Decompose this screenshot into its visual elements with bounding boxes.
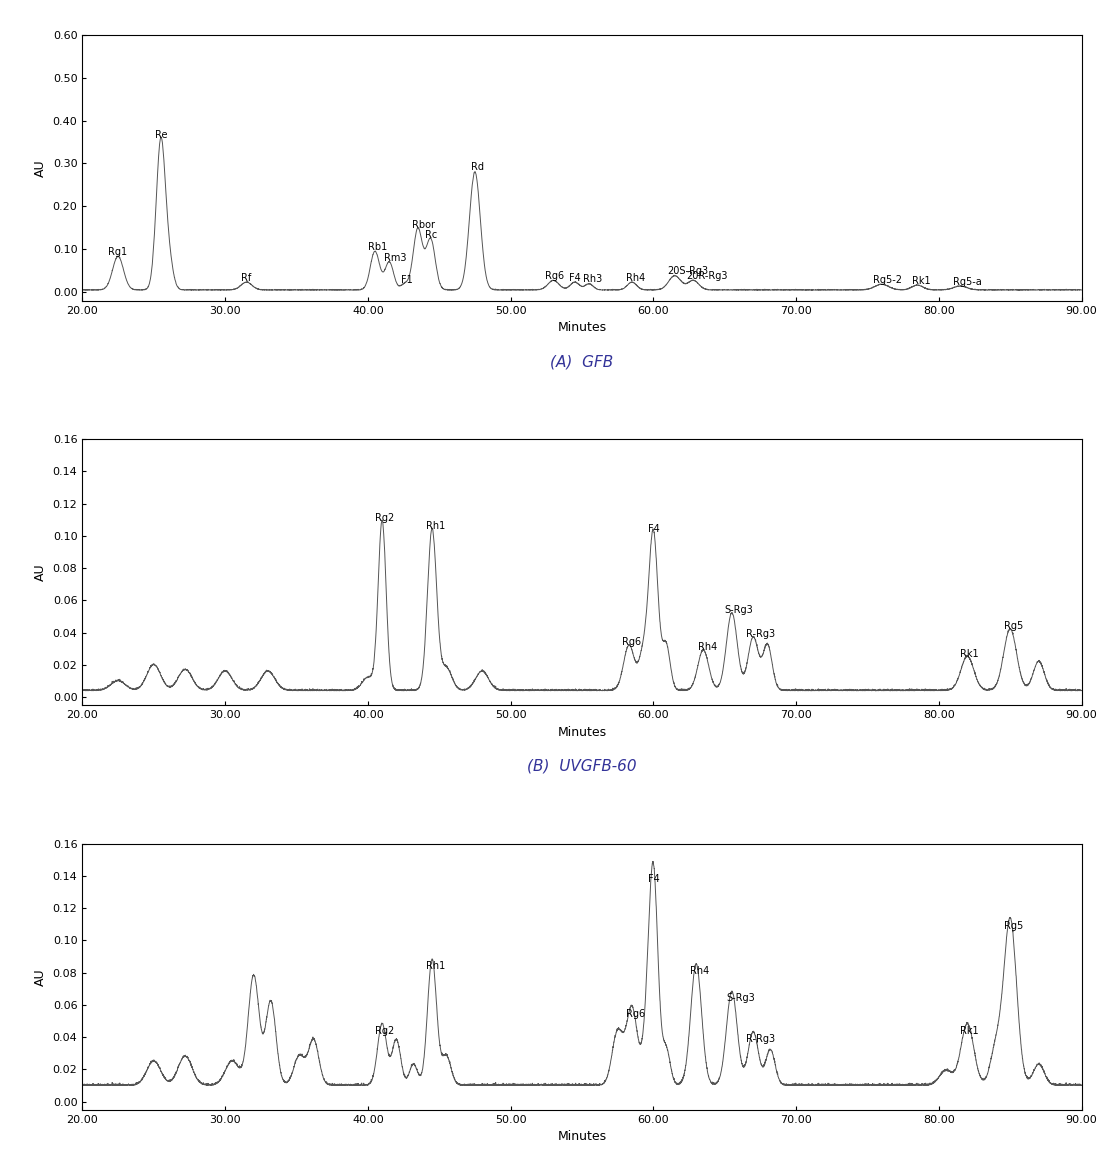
Text: Rm3: Rm3: [383, 253, 406, 262]
Text: Rg6: Rg6: [545, 271, 564, 281]
Y-axis label: AU: AU: [34, 158, 47, 177]
Text: Rh4: Rh4: [626, 273, 646, 283]
Text: Rb1: Rb1: [368, 242, 388, 252]
Text: Re: Re: [155, 129, 168, 140]
Text: F4: F4: [648, 525, 660, 534]
Text: Rh4: Rh4: [697, 642, 717, 652]
Text: Rg5-a: Rg5-a: [953, 276, 982, 287]
Text: Rg6: Rg6: [626, 1009, 646, 1020]
Text: F4: F4: [569, 273, 581, 283]
Text: (B)  UVGFB-60: (B) UVGFB-60: [527, 758, 637, 773]
X-axis label: Minutes: Minutes: [558, 1131, 606, 1143]
Text: (A)  GFB: (A) GFB: [550, 354, 614, 369]
Text: Rh3: Rh3: [583, 274, 603, 284]
Text: R-Rg3: R-Rg3: [746, 1033, 775, 1044]
Text: Rh1: Rh1: [426, 521, 446, 531]
Text: Rh4: Rh4: [691, 966, 709, 976]
Y-axis label: AU: AU: [34, 968, 47, 986]
Text: Rk1: Rk1: [911, 276, 930, 286]
Y-axis label: AU: AU: [34, 563, 47, 581]
Text: Rg5: Rg5: [1005, 920, 1023, 931]
Text: S-Rg3: S-Rg3: [726, 993, 754, 1003]
Text: Rk1: Rk1: [960, 1025, 978, 1036]
Text: Rg6: Rg6: [621, 637, 641, 647]
Text: Rg2: Rg2: [374, 513, 394, 523]
Text: Rf: Rf: [240, 273, 251, 283]
Text: Rg5-2: Rg5-2: [873, 275, 903, 284]
Text: Rc: Rc: [425, 230, 437, 239]
Text: 20R-Rg3: 20R-Rg3: [686, 271, 728, 281]
Text: Rg2: Rg2: [374, 1025, 394, 1036]
Text: Rg5: Rg5: [1005, 621, 1023, 631]
Text: 20S-Rg3: 20S-Rg3: [668, 266, 708, 276]
Text: R-Rg3: R-Rg3: [746, 629, 775, 639]
Text: Rh1: Rh1: [426, 961, 446, 971]
X-axis label: Minutes: Minutes: [558, 321, 606, 334]
Text: S-Rg3: S-Rg3: [725, 605, 753, 615]
Text: Rd: Rd: [471, 162, 483, 172]
X-axis label: Minutes: Minutes: [558, 726, 606, 739]
Text: Rbor: Rbor: [412, 220, 435, 230]
Text: F4: F4: [648, 874, 660, 884]
Text: Rk1: Rk1: [960, 649, 978, 659]
Text: Rg1: Rg1: [108, 246, 127, 257]
Text: F1: F1: [401, 275, 413, 284]
